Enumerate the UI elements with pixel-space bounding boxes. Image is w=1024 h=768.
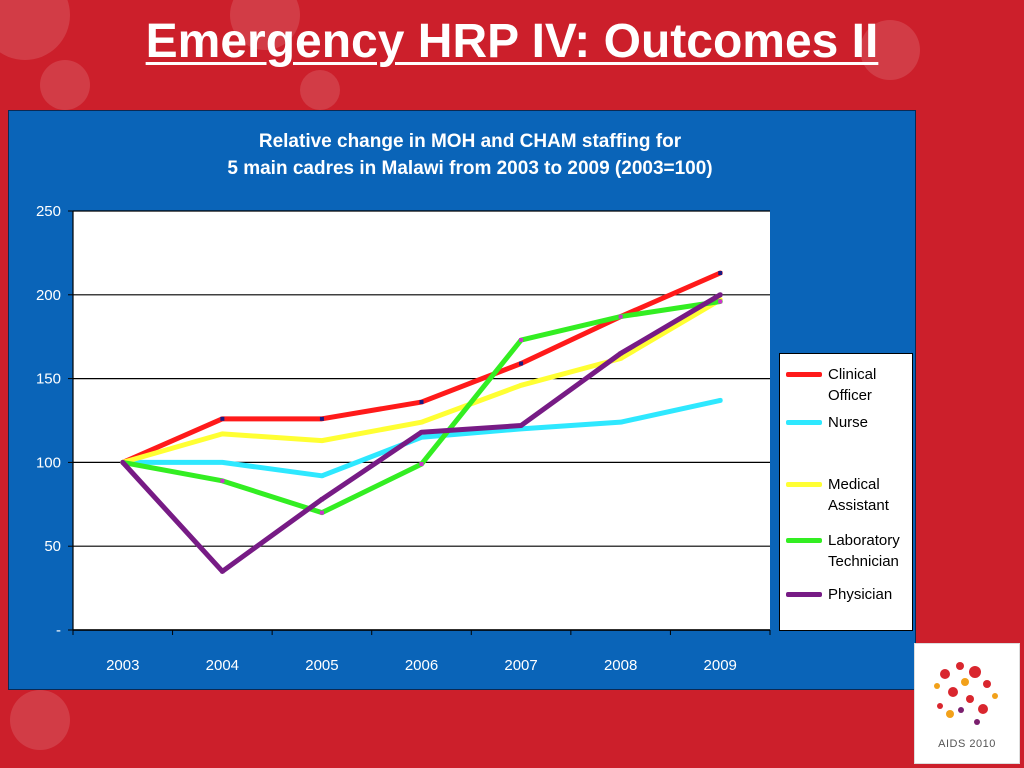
data-point: [718, 299, 723, 304]
data-point: [718, 398, 723, 403]
legend-label: Clinical Officer: [828, 366, 877, 404]
chart-title: Relative change in MOH and CHAM staffing…: [259, 131, 682, 152]
data-point: [220, 569, 225, 574]
data-point: [319, 438, 324, 443]
series-physician: [120, 292, 723, 574]
data-point: [519, 361, 524, 366]
decorative-dot: [40, 60, 90, 110]
data-point: [519, 383, 524, 388]
data-point: [618, 314, 623, 319]
x-tick-label: 2008: [604, 657, 637, 674]
legend-swatch: [786, 538, 822, 543]
legend-swatch: [786, 372, 822, 377]
logo-graphic: [934, 662, 998, 725]
data-point: [419, 435, 424, 440]
legend-label: Laboratory Technician: [828, 532, 900, 570]
data-point: [519, 423, 524, 428]
data-point: [618, 351, 623, 356]
data-point: [220, 431, 225, 436]
data-point: [519, 426, 524, 431]
y-tick-label: -: [56, 622, 61, 639]
y-tick-label: 200: [36, 287, 61, 304]
data-point: [319, 497, 324, 502]
data-point: [419, 420, 424, 425]
chart-panel: Relative change in MOH and CHAM staffing…: [8, 110, 916, 690]
x-tick-label: 2004: [206, 657, 239, 674]
data-point: [618, 420, 623, 425]
data-point: [718, 292, 723, 297]
legend-label: Nurse: [828, 414, 869, 431]
y-tick-label: 100: [36, 454, 61, 471]
decorative-dot: [10, 690, 70, 750]
data-point: [319, 416, 324, 421]
x-tick-label: 2006: [405, 657, 438, 674]
data-point: [519, 338, 524, 343]
series-nurse: [120, 397, 723, 479]
data-point: [419, 430, 424, 435]
chart-subtitle: 5 main cadres in Malawi from 2003 to 200…: [227, 158, 712, 179]
y-tick-label: 50: [44, 538, 61, 555]
line-chart: Relative change in MOH and CHAM staffing…: [36, 131, 771, 674]
decorative-dot: [860, 20, 920, 80]
x-tick-label: 2009: [704, 657, 737, 674]
chart-legend: Clinical Officer Nurse Medical Assistant Labo…: [779, 353, 913, 631]
legend-label: Medical Assistant: [828, 476, 889, 514]
data-point: [319, 510, 324, 515]
x-tick-label: 2003: [106, 657, 139, 674]
data-point: [319, 473, 324, 478]
x-tick-label: 2005: [305, 657, 338, 674]
legend-label: Physician: [828, 586, 893, 603]
data-point: [220, 416, 225, 421]
y-tick-label: 250: [36, 203, 61, 220]
decorative-dot: [300, 70, 340, 110]
y-tick-label: 150: [36, 371, 61, 388]
series-laboratory-technician: [120, 299, 723, 516]
data-point: [419, 462, 424, 467]
logo-text: AIDS 2010: [938, 738, 996, 750]
x-tick-label: 2007: [504, 657, 537, 674]
data-point: [220, 460, 225, 465]
legend-swatch: [786, 592, 822, 597]
aids-2010-logo: AIDS 2010: [914, 643, 1020, 764]
legend-swatch: [786, 482, 822, 487]
data-point: [419, 400, 424, 405]
data-point: [220, 478, 225, 483]
data-point: [618, 356, 623, 361]
data-point: [718, 271, 723, 276]
legend-swatch: [786, 420, 822, 425]
slide-title: Emergency HRP IV: Outcomes II: [145, 15, 879, 68]
